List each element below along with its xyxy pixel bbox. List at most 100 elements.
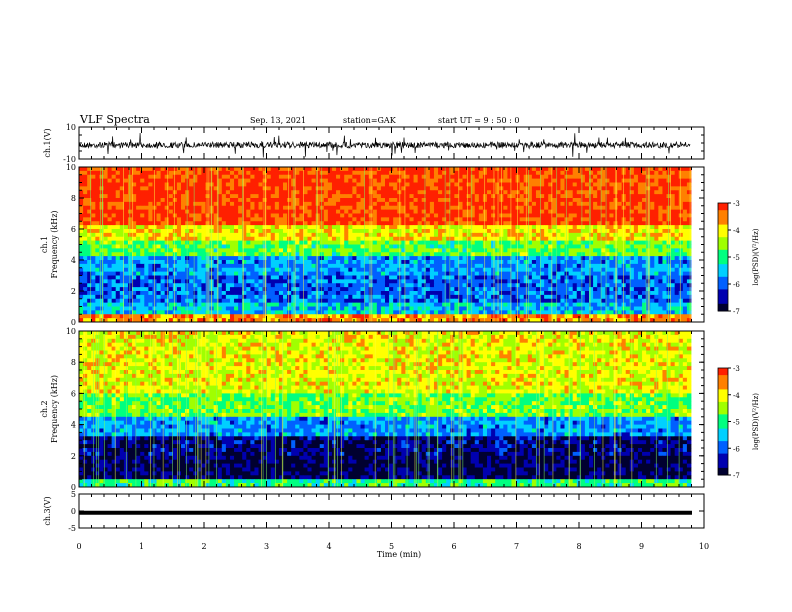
ch1-spectrogram-cell [368, 248, 374, 253]
ch1-spectrogram-cell [197, 190, 202, 195]
ch1-spectrogram-cell [540, 248, 545, 253]
ch1-spectrogram-cell [380, 275, 386, 280]
ch1-spectrogram-cell [650, 267, 655, 273]
ch1-spectrogram-cell [242, 198, 247, 203]
ch1-spectrogram-cell [527, 182, 533, 187]
ch1-spectrogram-cell [491, 263, 496, 269]
ch1-spectrogram-cell [148, 256, 153, 261]
ch1-spectrogram-cell [446, 236, 451, 242]
ch1-spectrogram-cell [629, 167, 635, 172]
ch1-spectrogram-cell [148, 229, 153, 234]
ch1-spectrogram-cell [262, 279, 268, 284]
ch1-spectrogram-cell [487, 244, 492, 249]
ch1-spectrogram-cell [266, 205, 272, 211]
ch1-spectrogram-cell [278, 263, 284, 269]
ch1-spectrogram-cell [111, 186, 117, 191]
ch1-spectrogram-cell [193, 279, 198, 284]
ch1-spectrogram-cell [682, 232, 688, 238]
ch1-spectrogram-cell [197, 167, 202, 172]
ch1-spectrogram-cell [682, 209, 688, 214]
ch1-spectrogram-cell [172, 232, 178, 238]
ch1-spectrogram-cell [637, 198, 643, 203]
ch1-spectrogram-cell [99, 275, 104, 280]
ch1-spectrogram-cell [360, 170, 365, 176]
ch1-spectrogram-cell [572, 170, 578, 176]
ch1-spectrogram-cell [132, 201, 137, 207]
ch1-spectrogram-cell [527, 256, 533, 261]
ch1-spectrogram-cell [686, 221, 692, 226]
ch1-spectrogram-cell [478, 271, 484, 276]
ch1-spectrogram-cell [315, 201, 321, 207]
ch1-spectrogram-cell [344, 229, 349, 234]
ch1-spectrogram-cell [291, 283, 296, 288]
ch1-spectrogram-cell [658, 283, 663, 288]
ch1-spectrogram-cell [287, 283, 292, 288]
ch1-spectrogram-cell [401, 213, 406, 218]
ch1-spectrogram-cell [487, 248, 492, 253]
ch1-spectrogram-cell [111, 217, 117, 222]
ch1-spectrogram-cell [507, 275, 512, 280]
ch1-spectrogram-cell [258, 260, 263, 265]
ch1-spectrogram-cell [495, 275, 500, 280]
ch1-spectrogram-cell [234, 256, 239, 261]
ch1-spectrogram-cell [95, 182, 100, 187]
ch1-spectrogram-cell [642, 201, 647, 207]
ch1-spectrogram-cell [633, 283, 639, 288]
ch1-spectrogram-cell [262, 198, 268, 203]
ch1-spectrogram-cell [560, 232, 565, 238]
ch1-spectrogram-cell [327, 178, 333, 183]
ch1-spectrogram-cell [609, 263, 614, 269]
ch1-spectrogram-cell [552, 248, 557, 253]
ch1-spectrogram-cell [107, 291, 113, 296]
ch1-spectrogram-cell [229, 271, 235, 276]
ch1-spectrogram-cell [156, 217, 161, 222]
ch1-spectrogram-cell [593, 236, 598, 242]
ch1-spectrogram-cell [589, 271, 594, 276]
ch1-spectrogram-cell [160, 271, 166, 276]
ch1-spectrogram-cell [540, 263, 545, 269]
ch1-spectrogram-cell [458, 221, 463, 226]
ch1-spectrogram-cell [140, 167, 145, 172]
ch1-spectrogram-cell [168, 275, 174, 280]
ch1-spectrogram-cell [380, 267, 386, 273]
ch1-spectrogram-cell [674, 225, 680, 230]
ch1-spectrogram-cell [201, 240, 206, 245]
ch1-spectrogram-cell [107, 205, 113, 211]
ch1-spectrogram-cell [462, 205, 467, 211]
ch1-spectrogram-cell [609, 225, 614, 230]
ch1-spectrogram-cell [376, 275, 382, 280]
ch1-spectrogram-cell [474, 213, 480, 218]
ch1-spectrogram-cell [262, 213, 268, 218]
ch1-spectrogram-cell [548, 271, 553, 276]
ch1-spectrogram-cell [568, 248, 574, 253]
ch1-spectrogram-cell [409, 236, 414, 242]
ch1-spectrogram-cell [99, 213, 104, 218]
ch1-spectrogram-cell [307, 217, 312, 222]
ch1-spectrogram-cell [148, 194, 153, 199]
ch1-spectrogram-cell [144, 279, 149, 284]
ch1-spectrogram-cell [99, 178, 104, 183]
ch1-spectrogram-cell [254, 240, 259, 245]
ch1-spectrogram-cell [519, 256, 525, 261]
ch1-spectrogram-cell [291, 205, 296, 211]
ch1-spectrogram-cell [417, 263, 423, 269]
ch1-spectrogram-cell [140, 232, 145, 238]
ch1-spectrogram-cell [597, 178, 602, 183]
ch1-spectrogram-cell [511, 205, 516, 211]
ch1-spectrogram-cell [181, 209, 186, 214]
ch1-spectrogram-cell [287, 260, 292, 265]
ch1-spectrogram-cell [429, 209, 435, 214]
ch1-spectrogram-cell [127, 275, 133, 280]
ch1-spectrogram-cell [580, 252, 586, 257]
ch1-spectrogram-cell [589, 232, 594, 238]
ch1-spectrogram-cell [327, 201, 333, 207]
ch1-spectrogram-cell [527, 252, 533, 257]
ch1-spectrogram-cell [315, 229, 321, 234]
ch1-spectrogram-cell [556, 221, 561, 226]
ch1-spectrogram-cell [495, 240, 500, 245]
ch1-spectrogram-cell [682, 174, 688, 180]
ch1-spectrogram-cell [421, 198, 427, 203]
ch1-spectrogram-cell [344, 271, 349, 276]
ch1-spectrogram-cell [429, 174, 435, 180]
ch1-spectrogram-cell [507, 170, 512, 176]
